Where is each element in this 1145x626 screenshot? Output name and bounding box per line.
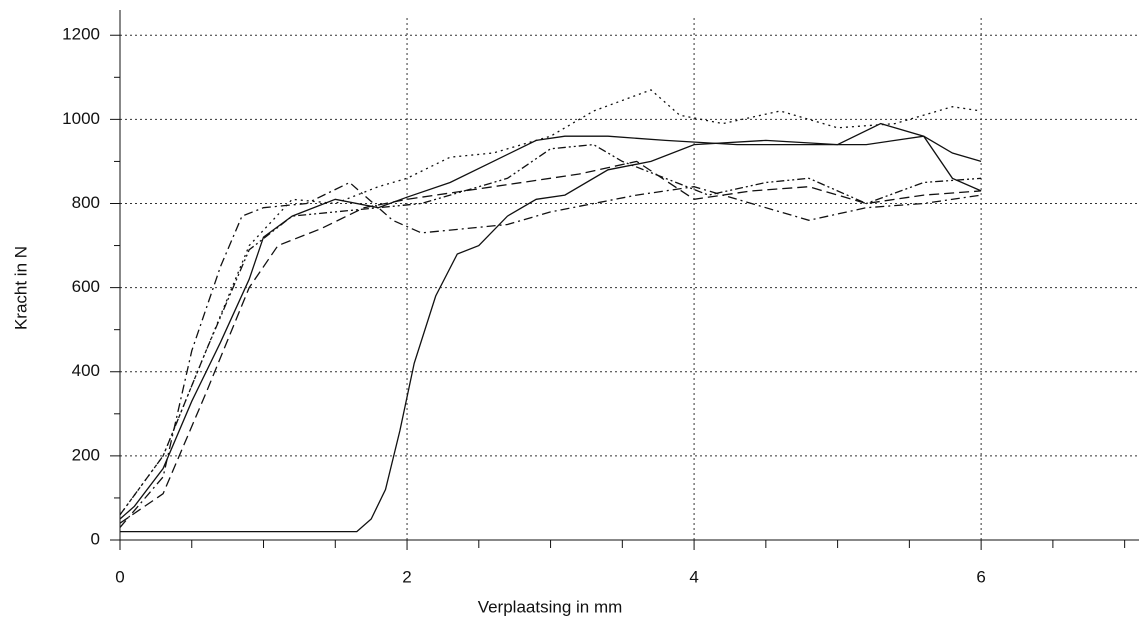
x-tick-label: 4	[689, 567, 698, 586]
x-tick-label: 6	[976, 567, 985, 586]
data-line	[120, 122, 982, 533]
x-tick-label: 0	[115, 567, 124, 586]
data-line	[119, 89, 982, 516]
y-axis-label: Kracht in N	[11, 246, 30, 330]
y-tick-label: 800	[72, 193, 100, 212]
x-axis-label: Verplaatsing in mm	[478, 597, 623, 616]
data-line	[119, 181, 982, 528]
y-tick-label: 600	[72, 277, 100, 296]
data-line	[119, 135, 982, 520]
data-line	[119, 160, 982, 524]
y-tick-label: 0	[91, 529, 100, 548]
y-tick-label: 1000	[62, 109, 100, 128]
x-tick-label: 2	[402, 567, 411, 586]
y-tick-label: 200	[72, 445, 100, 464]
data-line	[119, 143, 982, 516]
y-tick-label: 1200	[62, 25, 100, 44]
y-tick-label: 400	[72, 361, 100, 380]
